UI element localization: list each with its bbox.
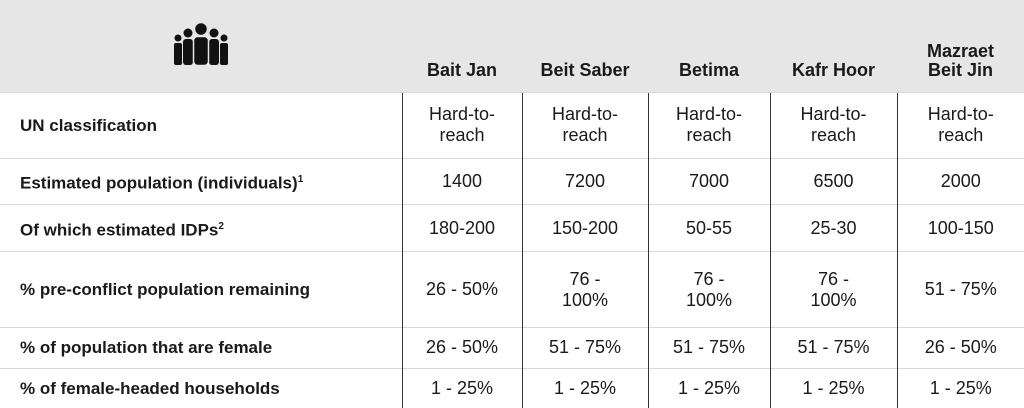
- table-cell: 50-55: [647, 204, 770, 252]
- table-cell: 76 - 100%: [647, 251, 770, 328]
- cell-text: 26 - 50%: [425, 337, 499, 358]
- column-header: Bait Jan: [402, 0, 522, 92]
- cell-text: 1 - 25%: [802, 377, 865, 398]
- cell-text: 6500: [813, 170, 854, 191]
- cell-text: 76 - 100%: [561, 268, 609, 310]
- table-row: % of female-headed households 1 - 25% 1 - …: [0, 367, 1024, 408]
- cell-text: 26 - 50%: [924, 337, 997, 358]
- table-cell: 1 - 25%: [401, 367, 522, 408]
- row-label: % of female-headed households: [20, 378, 280, 398]
- table-cell: 25-30: [769, 204, 897, 252]
- table-cell: 51 - 75%: [647, 327, 770, 369]
- cell-text: 150-200: [551, 217, 619, 238]
- table-cell: 1 - 25%: [896, 367, 1024, 408]
- cell-text: 51 - 75%: [672, 337, 746, 358]
- row-label-cell: % of female-headed households: [0, 367, 402, 408]
- cell-text: 1 - 25%: [677, 377, 741, 398]
- cell-text: 51 - 75%: [548, 337, 622, 358]
- table-cell: 51 - 75%: [896, 251, 1024, 328]
- table-cell: 7000: [647, 157, 770, 205]
- cell-text: 51 - 75%: [797, 337, 870, 358]
- table-cell: 26 - 50%: [401, 251, 522, 328]
- row-label-cell: UN classification: [0, 91, 402, 158]
- row-label: UN classification: [20, 115, 157, 135]
- table-row: Of which estimated IDPs2 180-200 150-200 50…: [0, 204, 1024, 252]
- table-row: Estimated population (individuals)1 1400 7…: [0, 157, 1024, 205]
- table-cell: Hard-to-reach: [769, 91, 897, 158]
- table-cell: 150-200: [521, 204, 648, 252]
- table-cell: 26 - 50%: [401, 327, 522, 369]
- table-cell: 76 - 100%: [521, 251, 648, 328]
- cell-text: 7200: [564, 170, 606, 191]
- column-header: Kafr Hoor: [770, 0, 897, 92]
- cell-text: 1 - 25%: [929, 377, 992, 398]
- cell-text: 26 - 50%: [425, 279, 499, 300]
- cell-text: 1 - 25%: [553, 377, 617, 398]
- cell-text: Hard-to-reach: [675, 104, 742, 145]
- cell-text: 51 - 75%: [924, 279, 997, 300]
- table-cell: 7200: [521, 157, 648, 205]
- table-row: % pre-conflict population remaining 26 - …: [0, 251, 1024, 328]
- table-header: Bait Jan Beit Saber Betima Kafr Hoor Mazraet…: [0, 0, 1024, 92]
- column-header-text: Betima: [678, 59, 740, 80]
- table-cell: 1 - 25%: [647, 367, 770, 408]
- cell-text: 180-200: [428, 217, 496, 238]
- cell-text: Hard-to-reach: [927, 104, 994, 145]
- table-row: UN classification Hard-to-reach Hard-to-re…: [0, 91, 1024, 158]
- table-cell: 1 - 25%: [769, 367, 897, 408]
- table-cell: 51 - 75%: [769, 327, 897, 369]
- column-header: Beit Saber: [522, 0, 648, 92]
- table-cell: 6500: [769, 157, 897, 205]
- table-cell: 100-150: [896, 204, 1024, 252]
- row-label-cell: Of which estimated IDPs2: [0, 204, 402, 252]
- table-cell: Hard-to-reach: [521, 91, 648, 158]
- cell-text: 7000: [688, 170, 730, 191]
- cell-text: 76 - 100%: [685, 268, 733, 310]
- table-cell: 1 - 25%: [521, 367, 648, 408]
- cell-text: 100-150: [927, 217, 994, 238]
- column-header-text: Mazraet Beit Jin: [926, 40, 995, 80]
- table-cell: 51 - 75%: [521, 327, 648, 369]
- column-header-text: Beit Saber: [540, 59, 630, 80]
- row-label: Estimated population (individuals): [20, 173, 298, 193]
- table-cell: 26 - 50%: [896, 327, 1024, 369]
- people-icon: [174, 21, 228, 66]
- table-cell: Hard-to-reach: [896, 91, 1024, 158]
- cell-text: Hard-to-reach: [800, 104, 867, 145]
- cell-text: 2000: [940, 170, 981, 191]
- table-body: UN classification Hard-to-reach Hard-to-re…: [0, 91, 1024, 408]
- cell-text: 1 - 25%: [430, 377, 494, 398]
- cell-text: 76 - 100%: [810, 268, 857, 310]
- header-row: Bait Jan Beit Saber Betima Kafr Hoor Mazraet…: [0, 0, 1024, 92]
- table-cell: 2000: [896, 157, 1024, 205]
- row-label-cell: Estimated population (individuals)1: [0, 157, 402, 205]
- row-label: Of which estimated IDPs: [20, 220, 219, 240]
- column-header-text: Kafr Hoor: [791, 59, 875, 80]
- row-label: % of population that are female: [20, 338, 273, 358]
- cell-text: 25-30: [810, 217, 857, 238]
- table-cell: Hard-to-reach: [401, 91, 522, 158]
- row-label-cell: % of population that are female: [0, 327, 402, 369]
- cell-text: Hard-to-reach: [428, 104, 495, 145]
- cell-text: 50-55: [685, 217, 733, 238]
- table-cell: 180-200: [401, 204, 522, 252]
- column-header: Betima: [648, 0, 770, 92]
- table-cell: Hard-to-reach: [647, 91, 770, 158]
- row-label: % pre-conflict population remaining: [20, 280, 310, 300]
- row-label-cell: % pre-conflict population remaining: [0, 251, 402, 328]
- icon-cell: [0, 0, 402, 92]
- cell-text: Hard-to-reach: [551, 104, 618, 145]
- cell-text: 1400: [441, 170, 483, 191]
- table-cell: 76 - 100%: [769, 251, 897, 328]
- table-cell: 1400: [401, 157, 522, 205]
- footnote-marker: 1: [297, 174, 304, 186]
- column-header: Mazraet Beit Jin: [897, 0, 1024, 92]
- footnote-marker: 2: [218, 220, 224, 232]
- table-row: % of population that are female 26 - 50% 5…: [0, 327, 1024, 369]
- column-header-text: Bait Jan: [426, 59, 498, 80]
